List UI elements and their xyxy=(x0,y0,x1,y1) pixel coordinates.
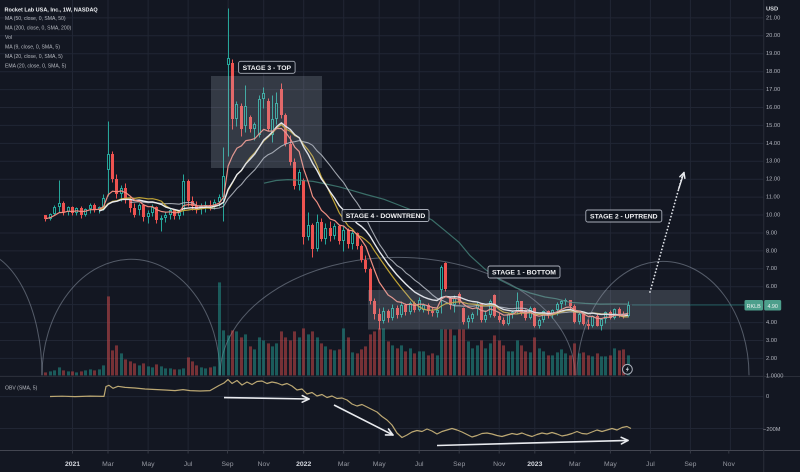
svg-text:Mar: Mar xyxy=(338,461,350,468)
svg-text:21.00: 21.00 xyxy=(766,15,780,21)
svg-text:Sep: Sep xyxy=(221,461,233,468)
svg-text:Jul: Jul xyxy=(184,461,193,468)
svg-text:Mar: Mar xyxy=(102,461,114,468)
svg-text:Mar: Mar xyxy=(569,461,581,468)
svg-text:MA (9, close, 0, SMA, 5): MA (9, close, 0, SMA, 5) xyxy=(5,45,60,51)
svg-text:1.0000: 1.0000 xyxy=(766,374,783,380)
svg-text:0: 0 xyxy=(766,394,769,400)
svg-text:2023: 2023 xyxy=(527,461,542,468)
svg-text:Jul: Jul xyxy=(646,461,655,468)
svg-text:16.00: 16.00 xyxy=(766,105,780,111)
svg-text:Vol: Vol xyxy=(5,35,12,41)
svg-text:May: May xyxy=(373,461,386,468)
svg-text:May: May xyxy=(142,461,155,468)
svg-text:8.00: 8.00 xyxy=(766,248,777,254)
svg-text:Sep: Sep xyxy=(684,461,696,468)
svg-text:13.00: 13.00 xyxy=(766,159,780,165)
svg-text:4.90: 4.90 xyxy=(767,304,778,310)
svg-text:MA (50, close, 0, SMA, 50): MA (50, close, 0, SMA, 50) xyxy=(5,16,66,22)
svg-text:USD: USD xyxy=(766,7,778,13)
svg-text:2022: 2022 xyxy=(296,461,311,468)
svg-text:Rocket Lab USA, Inc., 1W, NASD: Rocket Lab USA, Inc., 1W, NASDAQ xyxy=(5,7,99,13)
svg-text:9.00: 9.00 xyxy=(766,230,777,236)
svg-text:19.00: 19.00 xyxy=(766,51,780,57)
svg-text:11.00: 11.00 xyxy=(766,195,780,201)
svg-text:7.00: 7.00 xyxy=(766,266,777,272)
svg-text:Sep: Sep xyxy=(453,461,465,468)
svg-text:−200M: −200M xyxy=(763,427,781,433)
svg-text:OBV (SMA, 5): OBV (SMA, 5) xyxy=(5,385,38,391)
svg-text:Jul: Jul xyxy=(415,461,424,468)
svg-text:10.00: 10.00 xyxy=(766,212,780,218)
svg-text:RKLB: RKLB xyxy=(747,304,761,310)
svg-text:STAGE 1 - BOTTOM: STAGE 1 - BOTTOM xyxy=(492,270,556,277)
svg-text:Nov: Nov xyxy=(493,461,506,468)
svg-text:15.00: 15.00 xyxy=(766,123,780,129)
svg-text:EMA (20, close, 0, SMA, 5): EMA (20, close, 0, SMA, 5) xyxy=(5,64,66,70)
svg-text:2.00: 2.00 xyxy=(766,356,777,362)
svg-text:May: May xyxy=(604,461,617,468)
svg-text:STAGE 3 - TOP: STAGE 3 - TOP xyxy=(243,65,292,72)
svg-text:MA (200, close, 0, SMA, 200): MA (200, close, 0, SMA, 200) xyxy=(5,25,72,31)
svg-text:Nov: Nov xyxy=(723,461,736,468)
svg-text:17.00: 17.00 xyxy=(766,87,780,93)
svg-text:2021: 2021 xyxy=(65,461,80,468)
svg-text:STAGE 4 - DOWNTREND: STAGE 4 - DOWNTREND xyxy=(346,213,426,220)
svg-text:12.00: 12.00 xyxy=(766,177,780,183)
svg-text:4.00: 4.00 xyxy=(766,320,777,326)
svg-text:6.00: 6.00 xyxy=(766,284,777,290)
svg-text:14.00: 14.00 xyxy=(766,141,780,147)
svg-text:18.00: 18.00 xyxy=(766,69,780,75)
svg-text:20.00: 20.00 xyxy=(766,33,780,39)
svg-text:MA (20, close, 0, SMA, 5): MA (20, close, 0, SMA, 5) xyxy=(5,54,63,60)
svg-text:3.00: 3.00 xyxy=(766,338,777,344)
svg-text:Nov: Nov xyxy=(258,461,271,468)
svg-text:STAGE 2 - UPTREND: STAGE 2 - UPTREND xyxy=(590,214,658,221)
